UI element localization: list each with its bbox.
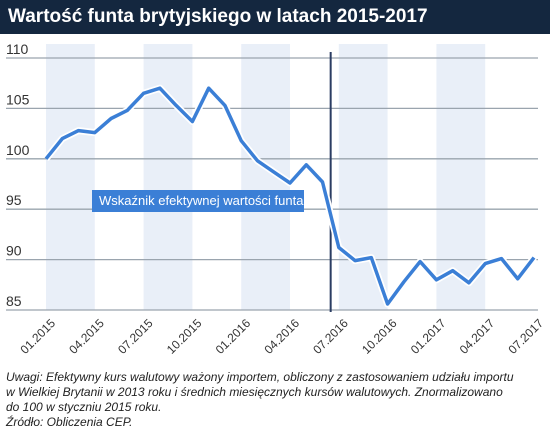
x-tick-label: 04.2016 (261, 316, 302, 357)
quarter-band (338, 44, 388, 310)
series-lines (43, 84, 537, 308)
x-tick-label: 01.2017 (408, 316, 449, 357)
x-tick-label: 10.2016 (359, 316, 400, 357)
y-tick-label: 105 (6, 91, 30, 107)
y-tick-label: 95 (6, 192, 22, 208)
note-line-3: do 100 w styczniu 2015 roku. (6, 400, 162, 414)
quarter-band (46, 44, 95, 310)
x-tick-label: 01.2015 (17, 316, 58, 357)
quarter-band (143, 44, 193, 310)
y-tick-label: 110 (6, 41, 29, 57)
x-tick-label: 10.2015 (164, 316, 205, 357)
quarter-bands (46, 44, 486, 310)
y-tick-label: 85 (6, 293, 22, 309)
x-tick-label: 07.2016 (310, 316, 351, 357)
series-label-text: Wskaźnik efektywnej wartości funta (99, 193, 304, 208)
x-tick-label: 04.2017 (457, 316, 498, 357)
chart-footer: Uwagi: Efektywny kurs walutowy ważony im… (6, 370, 544, 430)
x-axis-labels: 01.2015 04.2015 07.2015 10.2015 01.2016 04.20… (17, 316, 546, 357)
quarter-band (436, 44, 486, 310)
x-tick-label: 07.2015 (115, 316, 156, 357)
chart-area: 85 90 95 100 105 110 Wskaźnik efektywnej wart… (0, 34, 550, 364)
series-label-background (92, 190, 304, 212)
y-axis-labels: 85 90 95 100 105 110 (6, 41, 30, 309)
chart-title: Wartość funta brytyjskiego w latach 2015… (8, 6, 428, 27)
y-tick-label: 100 (6, 142, 30, 158)
line-chart: 85 90 95 100 105 110 Wskaźnik efektywnej wart… (6, 41, 546, 357)
note-line-2: w Wielkiej Brytanii w 2013 roku i średni… (6, 385, 503, 399)
x-tick-label: 07.2017 (505, 316, 546, 357)
source-note: Źródło: Obliczenia CEP. (6, 415, 133, 429)
series-line (44, 86, 536, 306)
note-line-1: Uwagi: Efektywny kurs walutowy ważony im… (6, 370, 514, 384)
chart-header: Wartość funta brytyjskiego w latach 2015… (0, 0, 550, 34)
y-tick-label: 90 (6, 243, 22, 259)
x-tick-label: 04.2015 (66, 316, 107, 357)
series-label-box: Wskaźnik efektywnej wartości funta (92, 190, 304, 212)
x-tick-label: 01.2016 (213, 316, 254, 357)
